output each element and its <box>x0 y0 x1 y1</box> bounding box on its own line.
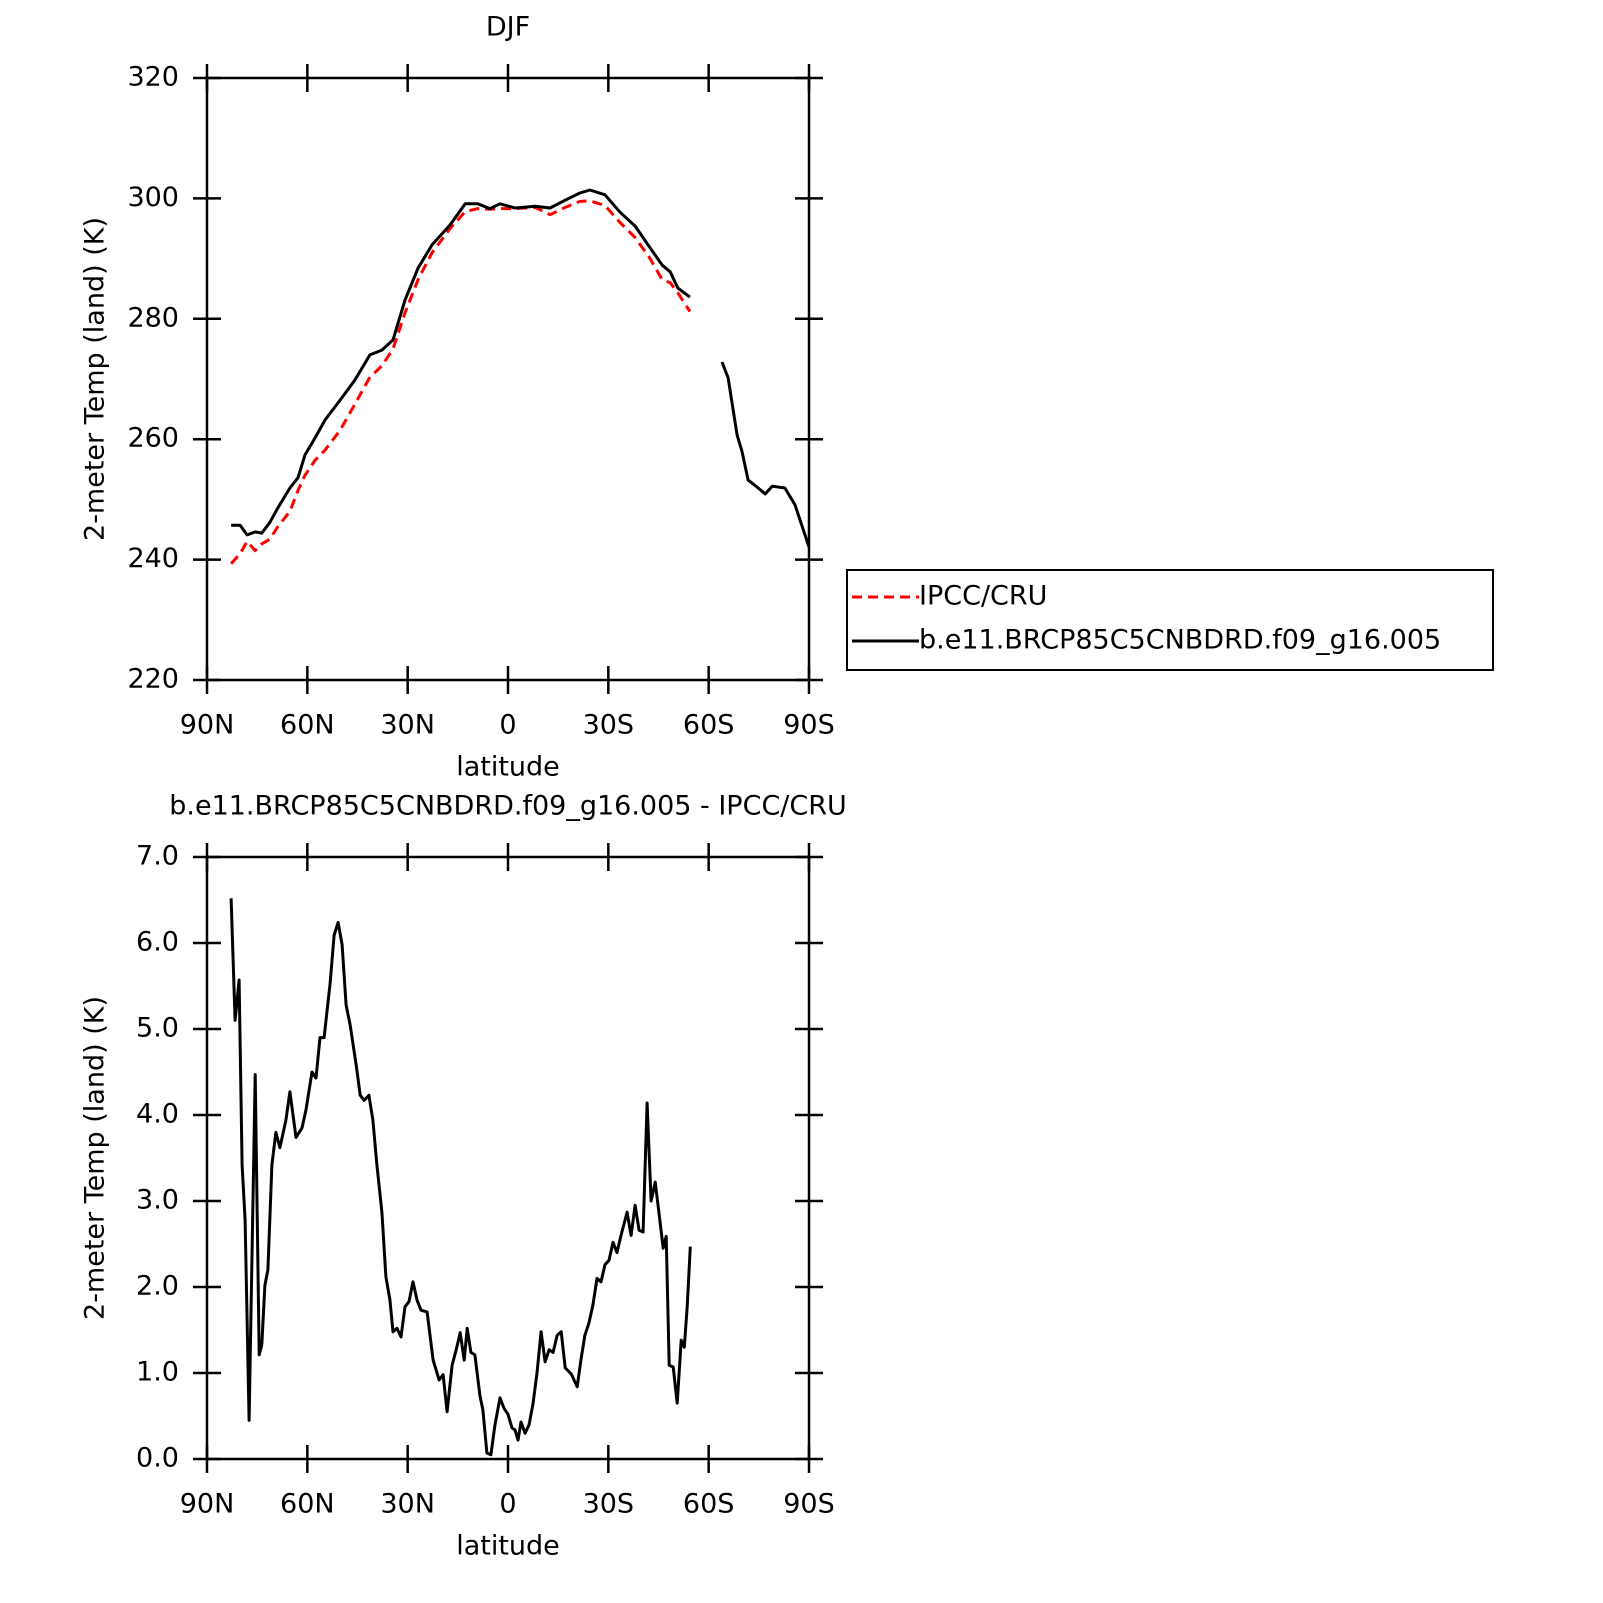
x-tick-label: 90S <box>783 1489 835 1520</box>
data-line <box>231 188 811 548</box>
y-tick-label: 220 <box>127 664 179 695</box>
x-tick-label: 90N <box>180 710 235 741</box>
legend-label: IPCC/CRU <box>919 581 1047 612</box>
x-tick-label: 90N <box>180 1489 235 1520</box>
y-tick-label: 2.0 <box>136 1271 179 1302</box>
x-axis-label: latitude <box>456 752 560 783</box>
data-line <box>229 898 692 1457</box>
y-tick-label: 6.0 <box>136 927 179 958</box>
chart-title: b.e11.BRCP85C5CNBDRD.f09_g16.005 - IPCC/… <box>169 791 847 822</box>
x-tick-label: 0 <box>499 1489 516 1520</box>
y-tick-label: 300 <box>127 182 179 213</box>
y-tick-label: 3.0 <box>136 1185 179 1216</box>
x-tick-label: 30S <box>583 1489 635 1520</box>
x-tick-label: 60N <box>280 1489 335 1520</box>
y-tick-label: 5.0 <box>136 1013 179 1044</box>
legend-label: b.e11.BRCP85C5CNBDRD.f09_g16.005 <box>919 625 1441 656</box>
y-axis-label: 2-meter Temp (land) (K) <box>80 217 111 541</box>
data-line <box>229 199 692 565</box>
legend-box <box>846 569 1494 671</box>
chart-title: DJF <box>486 12 530 43</box>
y-tick-label: 320 <box>127 62 179 93</box>
y-tick-label: 7.0 <box>136 841 179 872</box>
y-tick-label: 0.0 <box>136 1443 179 1474</box>
x-tick-label: 0 <box>499 710 516 741</box>
x-tick-label: 60S <box>683 1489 735 1520</box>
x-tick-label: 30N <box>380 710 435 741</box>
plot-frame <box>205 855 811 1461</box>
x-tick-label: 60N <box>280 710 335 741</box>
y-tick-label: 1.0 <box>136 1357 179 1388</box>
y-axis-label: 2-meter Temp (land) (K) <box>80 996 111 1320</box>
x-tick-label: 90S <box>783 710 835 741</box>
y-tick-label: 4.0 <box>136 1099 179 1130</box>
y-tick-label: 280 <box>127 302 179 333</box>
plot-frame <box>205 76 811 682</box>
x-axis-label: latitude <box>456 1531 560 1562</box>
x-tick-label: 30S <box>583 710 635 741</box>
y-tick-label: 240 <box>127 543 179 574</box>
y-tick-label: 260 <box>127 423 179 454</box>
x-tick-label: 30N <box>380 1489 435 1520</box>
x-tick-label: 60S <box>683 710 735 741</box>
